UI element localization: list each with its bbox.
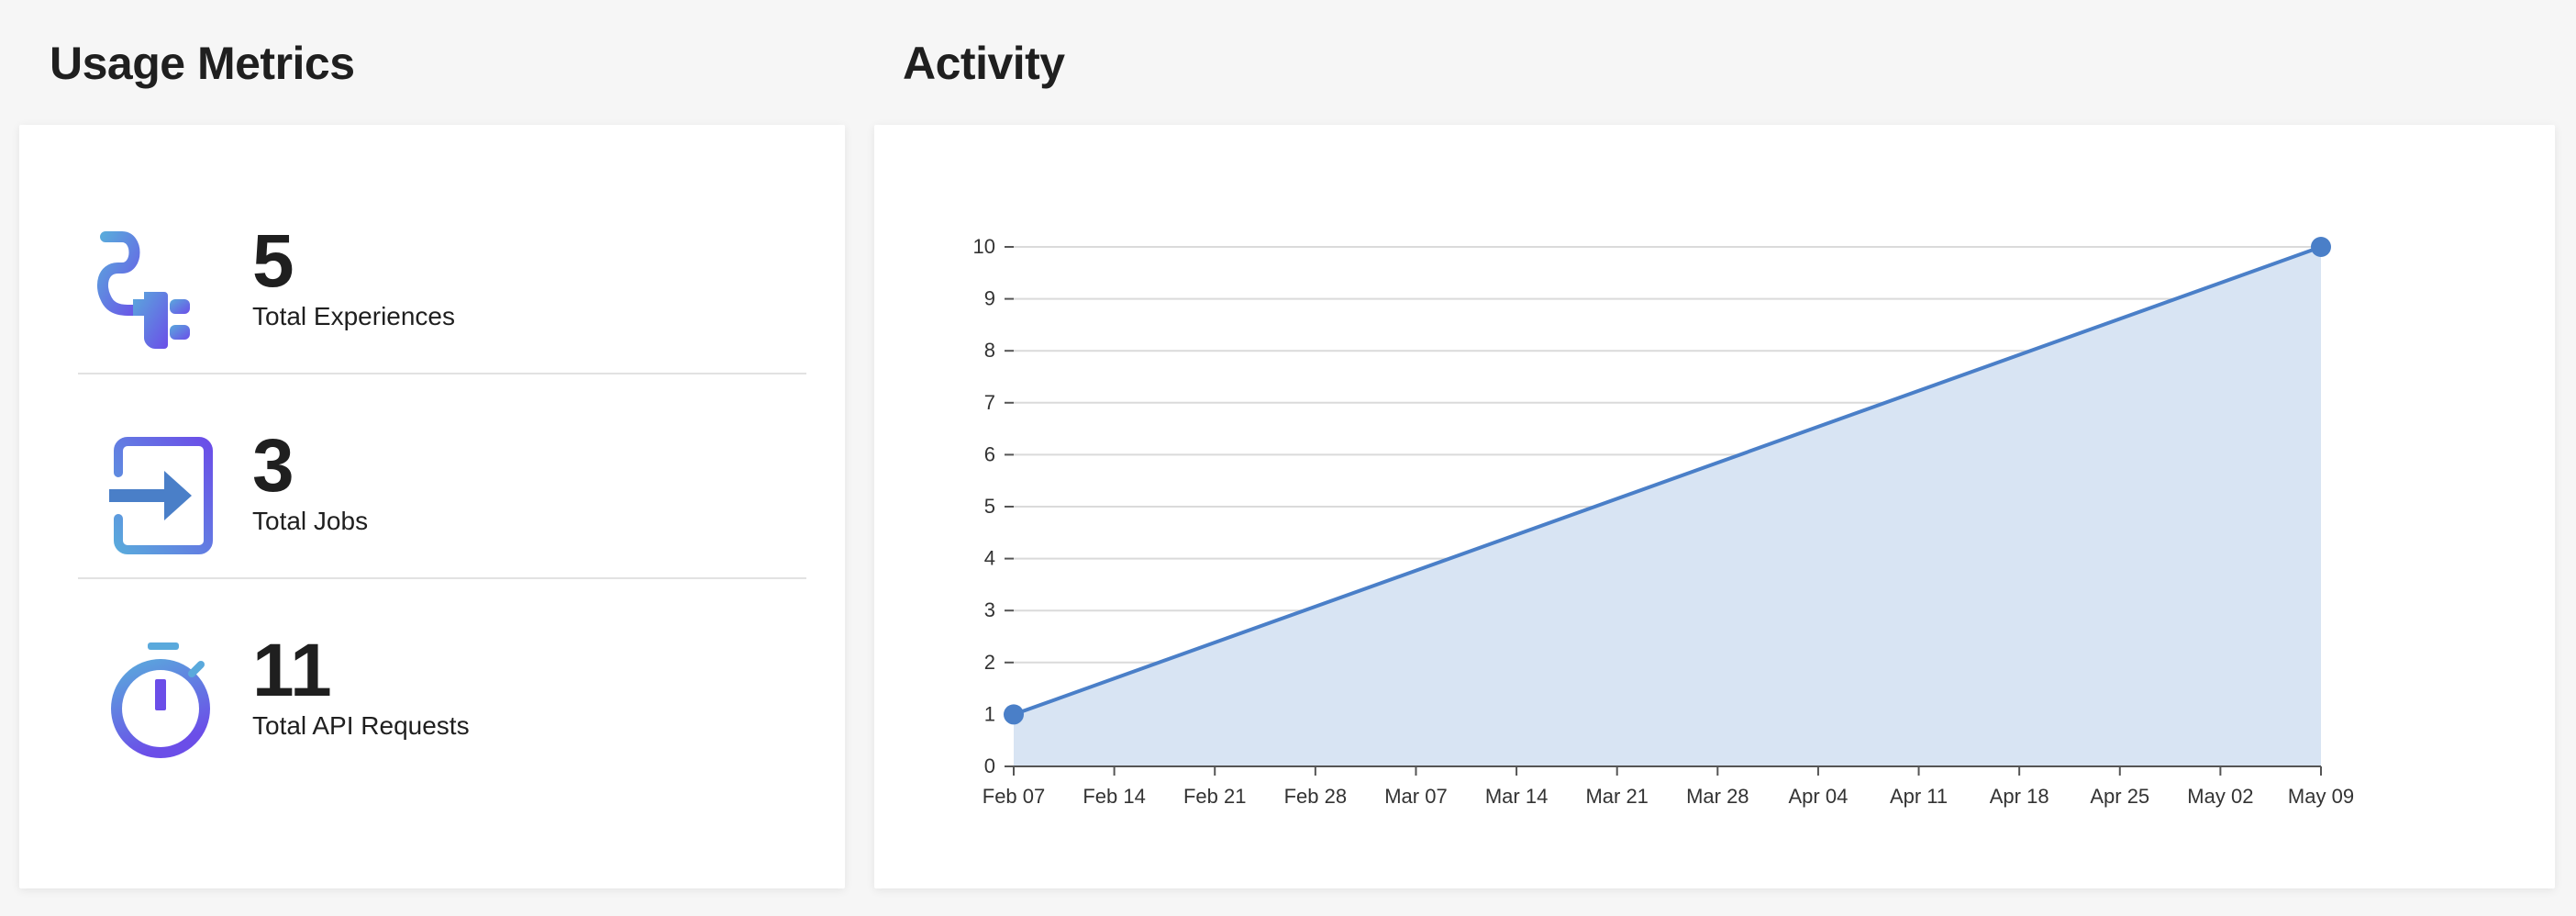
- x-tick-label: Feb 21: [1183, 785, 1247, 808]
- y-tick-label: 7: [984, 391, 995, 414]
- x-tick-label: Mar 21: [1585, 785, 1648, 808]
- activity-title: Activity: [903, 38, 1065, 89]
- activity-chart: 0 1 2 3 4 5 6 7 8 9 10 Feb 07 Feb 14 Feb 21 Feb 28 Mar …: [973, 235, 2355, 808]
- x-tick-label: Apr 11: [1890, 785, 1948, 808]
- data-point: [1004, 704, 1024, 725]
- metric-total-api-requests: 11 Total API Requests: [78, 598, 806, 802]
- series-line: [1013, 245, 2322, 717]
- metric-label: Total Jobs: [252, 507, 369, 535]
- activity-card: 0 1 2 3 4 5 6 7 8 9 10 Feb 07 Feb 14 Feb 21 Feb 28 Mar …: [874, 125, 2555, 888]
- series-area: [1014, 247, 2321, 766]
- metric-value: 5: [252, 219, 294, 303]
- x-tick-label: Feb 28: [1284, 785, 1348, 808]
- y-tick-label: 10: [973, 235, 995, 258]
- x-tick-label: Apr 04: [1789, 785, 1849, 808]
- plug-icon: [96, 231, 225, 351]
- metric-total-jobs: 3 Total Jobs: [78, 394, 806, 598]
- x-tick-label: Mar 28: [1686, 785, 1749, 808]
- x-tick-label: Apr 18: [1990, 785, 2049, 808]
- x-tick-label: Feb 14: [1083, 785, 1146, 808]
- divider: [78, 577, 806, 579]
- y-tick-label: 3: [984, 598, 995, 621]
- y-tick-label: 2: [984, 651, 995, 674]
- metric-total-experiences: 5 Total Experiences: [78, 189, 806, 393]
- y-tick-label: 6: [984, 442, 995, 465]
- data-point: [2311, 237, 2331, 257]
- y-tick-label: 4: [984, 547, 995, 570]
- metric-label: Total API Requests: [252, 711, 470, 740]
- y-tick-label: 1: [984, 702, 995, 725]
- usage-metrics-card: 5 Total Experiences 3 Total Jobs: [19, 125, 845, 888]
- y-tick-label: 0: [984, 754, 995, 777]
- x-tick-label: Mar 07: [1384, 785, 1447, 808]
- metric-value: 3: [252, 424, 294, 508]
- y-tick-label: 8: [984, 339, 995, 362]
- x-tick-label: May 09: [2288, 785, 2354, 808]
- divider: [78, 373, 806, 374]
- x-tick-label: Apr 25: [2090, 785, 2149, 808]
- y-tick-label: 5: [984, 495, 995, 518]
- enter-arrow-icon: [96, 436, 225, 555]
- x-tick-label: May 02: [2187, 785, 2253, 808]
- x-tick-label: Feb 07: [983, 785, 1046, 808]
- metric-label: Total Experiences: [252, 302, 456, 330]
- usage-metrics-title: Usage Metrics: [50, 38, 355, 89]
- x-tick-label: Mar 14: [1485, 785, 1548, 808]
- y-tick-label: 9: [984, 287, 995, 310]
- metric-value: 11: [252, 629, 332, 712]
- stopwatch-icon: [96, 641, 225, 760]
